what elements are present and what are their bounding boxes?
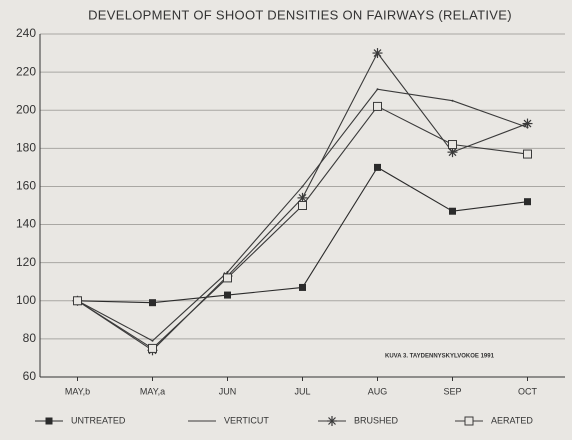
marker-stroke [373, 49, 382, 57]
y-tick-label: 80 [23, 331, 37, 345]
marker [298, 201, 307, 210]
x-tick-label: OCT [518, 386, 538, 396]
marker [73, 296, 82, 306]
marker [223, 273, 232, 283]
y-tick-label: 160 [16, 179, 36, 193]
marker-stroke [523, 119, 532, 128]
vertex [451, 99, 454, 102]
marker [523, 149, 532, 159]
y-tick-label: 240 [16, 26, 36, 40]
x-tick-label: MAY,b [65, 386, 90, 396]
y-tick-label: 180 [16, 141, 36, 155]
y-tick-label: 60 [23, 369, 37, 383]
x-tick-label: SEP [443, 386, 461, 396]
series-line [77, 105, 528, 350]
y-tick-label: 100 [16, 293, 36, 307]
series-line [77, 166, 528, 304]
vertex [376, 88, 379, 91]
vertex [151, 339, 154, 342]
x-tick-label: AUG [368, 386, 388, 396]
marker [524, 198, 531, 206]
marker [224, 291, 231, 299]
y-tick-label: 200 [16, 102, 36, 116]
legend-label: UNTREATED [71, 415, 126, 425]
marker [299, 283, 306, 291]
marker [372, 48, 383, 59]
marker-stroke [298, 193, 307, 202]
marker [45, 417, 53, 425]
marker [464, 416, 474, 426]
marker [149, 299, 156, 307]
legend-label: AERATED [491, 415, 533, 425]
y-tick-label: 140 [16, 217, 36, 231]
series-line [77, 88, 528, 342]
marker [448, 140, 457, 150]
legend-label: VERTICUT [224, 415, 269, 425]
legend-label: BRUSHED [354, 415, 399, 425]
marker-stroke [448, 148, 457, 157]
y-tick-label: 120 [16, 255, 36, 269]
marker [148, 343, 157, 353]
vertex [301, 185, 304, 188]
marker [297, 192, 308, 203]
x-tick-label: MAY,a [140, 386, 165, 396]
x-tick-label: JUN [219, 386, 237, 396]
marker [374, 163, 381, 171]
annotation: KUVA 3. TAYDENNYSKYLVOKOE 1991 [385, 354, 495, 360]
marker [327, 416, 337, 426]
marker [522, 118, 533, 129]
marker [373, 101, 382, 111]
x-tick-label: JUL [294, 386, 310, 396]
marker [449, 207, 456, 215]
marker-stroke [328, 417, 336, 425]
chart-title: DEVELOPMENT OF SHOOT DENSITIES ON FAIRWA… [88, 7, 512, 22]
y-tick-label: 220 [16, 64, 36, 78]
